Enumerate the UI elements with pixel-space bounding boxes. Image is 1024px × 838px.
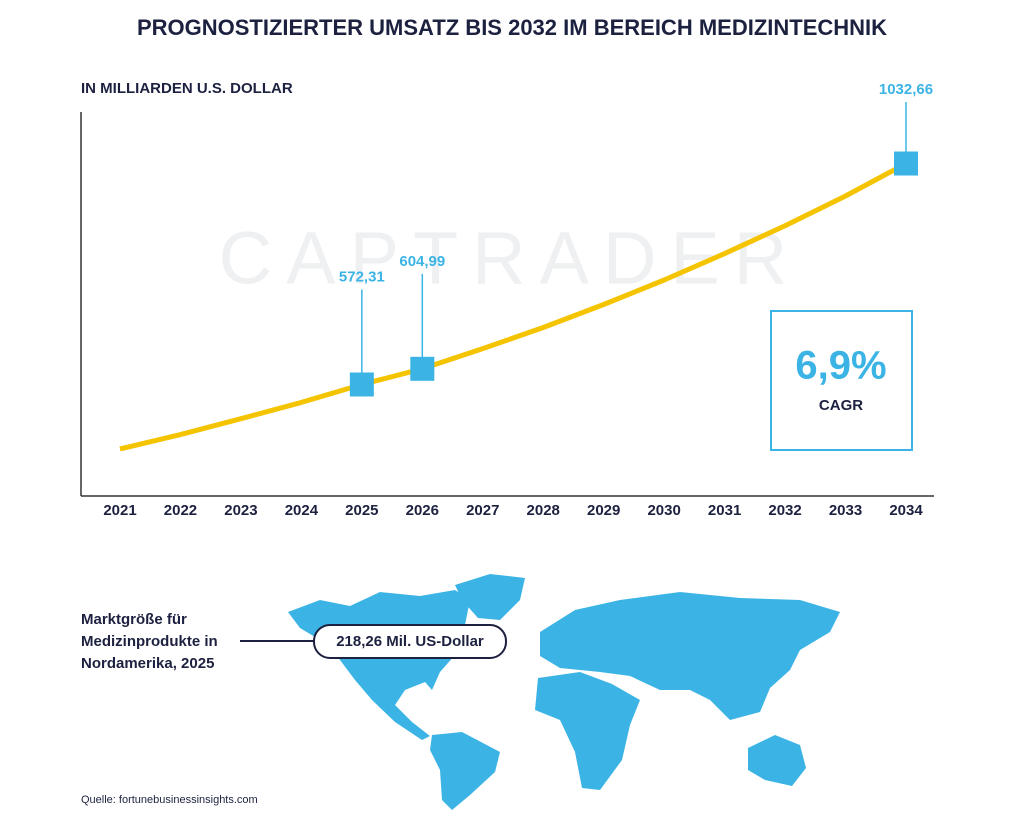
x-tick-label: 2027 <box>466 502 499 519</box>
x-tick-label: 2033 <box>829 502 862 519</box>
cagr-label: CAGR <box>819 397 863 414</box>
cagr-box <box>770 310 913 451</box>
chart-title: PROGNOSTIZIERTER UMSATZ BIS 2032 IM BERE… <box>137 15 887 40</box>
x-tick-label: 2031 <box>708 502 741 519</box>
x-tick-label: 2023 <box>224 502 257 519</box>
x-tick-label: 2028 <box>527 502 560 519</box>
x-tick-label: 2024 <box>285 502 319 519</box>
south-america <box>430 732 500 810</box>
value-label: 572,31 <box>339 268 385 285</box>
africa <box>535 672 640 790</box>
map-caption: Nordamerika, 2025 <box>81 655 214 672</box>
x-tick-label: 2029 <box>587 502 620 519</box>
source: Quelle: fortunebusinessinsights.com <box>81 794 258 806</box>
eurasia <box>540 592 840 720</box>
x-tick-label: 2025 <box>345 502 378 519</box>
x-tick-label: 2021 <box>103 502 136 519</box>
watermark: CAPTRADER <box>219 217 801 300</box>
north-america <box>288 590 470 740</box>
line <box>119 161 908 452</box>
x-tick-label: 2030 <box>647 502 680 519</box>
cagr-value: 6,9% <box>795 344 886 388</box>
y-axis-label: IN MILLIARDEN U.S. DOLLAR <box>81 80 293 97</box>
marker <box>410 356 435 381</box>
x-tick-label: 2034 <box>889 502 923 519</box>
map-caption: Medizinprodukte in <box>81 633 218 650</box>
marker <box>349 372 374 397</box>
value-label: 604,99 <box>399 253 445 270</box>
x-tick-label: 2022 <box>164 502 197 519</box>
australia <box>748 735 806 786</box>
map-caption: Marktgröße für <box>81 611 187 628</box>
callout-text: 218,26 Mil. US-Dollar <box>336 633 484 650</box>
callout-pill <box>313 624 507 659</box>
marker <box>894 151 918 176</box>
world-map <box>288 574 840 810</box>
x-tick-label: 2032 <box>768 502 801 519</box>
plot: 2021 2022 2023 2024 2025 2026 2027 2028 2029 2030… <box>103 81 933 519</box>
value-label: 1032,66 <box>879 81 933 98</box>
greenland <box>455 574 525 620</box>
x-tick-label: 2026 <box>406 502 439 519</box>
